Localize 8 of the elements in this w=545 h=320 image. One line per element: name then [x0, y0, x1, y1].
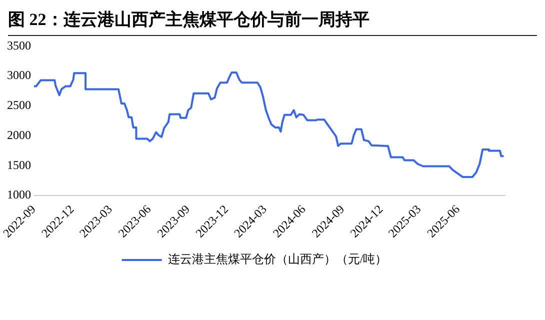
chart-title: 图 22：连云港山西产主焦煤平仓价与前一周持平 [8, 8, 537, 36]
y-tick-label: 3000 [7, 68, 31, 82]
y-tick-label: 1500 [7, 158, 31, 172]
y-tick-label: 3500 [7, 38, 31, 52]
legend-label: 连云港主焦煤平仓价（山西产）（元/吨） [168, 252, 388, 266]
y-tick-label: 2000 [7, 128, 31, 142]
y-tick-label: 2500 [7, 98, 31, 112]
y-tick-label: 1000 [7, 188, 31, 202]
